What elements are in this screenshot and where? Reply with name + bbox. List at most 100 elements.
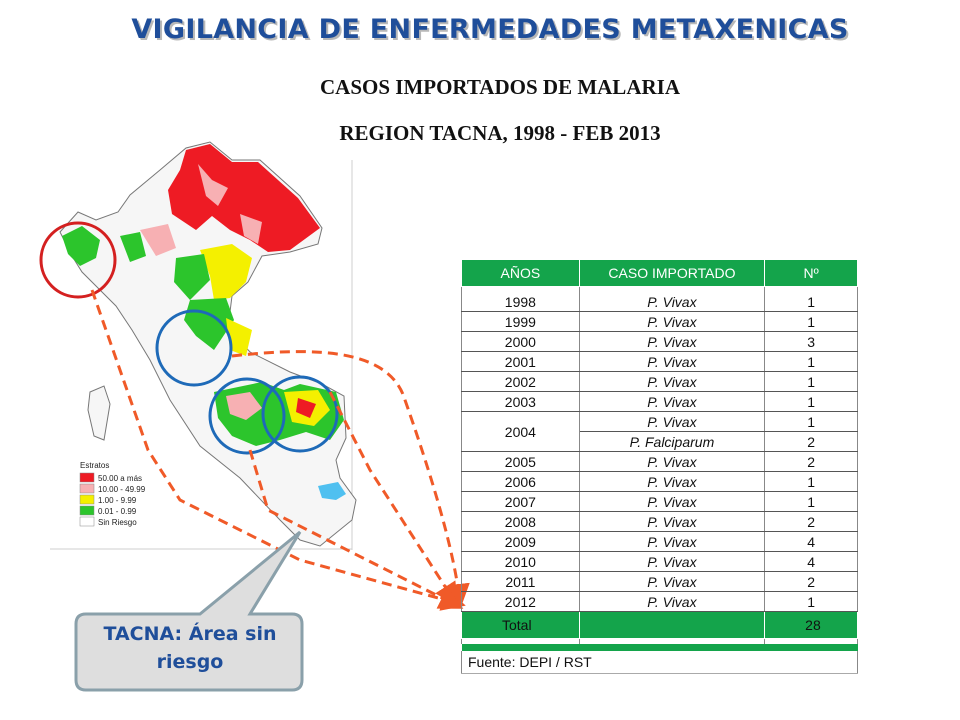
cell-case: P. Vivax	[578, 571, 766, 592]
region-red-north	[168, 144, 320, 252]
total-label: Total	[461, 611, 580, 639]
highlight-circle-center	[155, 309, 233, 387]
cell-case: P. Vivax	[578, 391, 766, 412]
cell-case: P. Vivax	[578, 311, 766, 332]
cell-case: P. Vivax	[578, 331, 766, 352]
table-row: 1999 P. Vivax 1	[461, 311, 858, 332]
cell-count: 1	[764, 491, 858, 512]
table-row: 2004 P. Vivax 1	[461, 411, 858, 452]
cell-count: 1	[764, 591, 858, 612]
region-pink-north	[140, 164, 262, 256]
cell-year: 2000	[461, 331, 580, 352]
cell-count: 1	[764, 411, 858, 432]
cell-case: P. Vivax	[578, 591, 766, 612]
cell-count: 2	[764, 431, 858, 452]
legend-label: 1.00 - 9.99	[98, 496, 137, 505]
cell-case: P. Vivax	[578, 551, 766, 572]
table-row: 2006 P. Vivax 1	[461, 471, 858, 492]
table-row: 2002 P. Vivax 1	[461, 371, 858, 392]
region-red-south	[296, 398, 316, 418]
table-spacer	[461, 286, 858, 292]
cell-year: 2005	[461, 451, 580, 472]
table-row: 2000 P. Vivax 3	[461, 331, 858, 352]
cell-year: 2012	[461, 591, 580, 612]
cell-year: 2004	[461, 411, 580, 452]
highlight-circle-north	[39, 221, 117, 299]
cell-year: 2011	[461, 571, 580, 592]
cell-year: 2002	[461, 371, 580, 392]
table-row: 2008 P. Vivax 2	[461, 511, 858, 532]
lake-titicaca	[318, 482, 346, 500]
table-row: 2001 P. Vivax 1	[461, 351, 858, 372]
arrow-south-west	[248, 449, 464, 609]
legend-label: 10.00 - 49.99	[98, 485, 146, 494]
highlight-circle-south-west	[208, 377, 286, 455]
cell-count: 4	[764, 551, 858, 572]
header-case: CASO IMPORTADO	[578, 259, 766, 287]
legend-title: Estratos	[80, 461, 109, 470]
cell-count: 4	[764, 531, 858, 552]
callout-text: TACNA: Área sin riesgo	[103, 623, 277, 673]
total-value: 28	[764, 611, 858, 639]
table-header-row: AÑOS CASO IMPORTADO Nº	[461, 259, 858, 287]
cell-case: P. Vivax	[578, 451, 766, 472]
table-total-row: Total 28	[461, 611, 858, 639]
arrow-center	[231, 350, 470, 608]
cell-year: 1998	[461, 292, 580, 312]
legend-swatch	[79, 472, 95, 483]
cell-case: P. Vivax	[578, 511, 766, 532]
region-yellow-center	[200, 244, 252, 300]
cell-count: 1	[764, 311, 858, 332]
header-years: AÑOS	[461, 259, 580, 287]
cell-count: 1	[764, 292, 858, 312]
page-title: VIGILANCIA DE ENFERMEDADES METAXENICAS	[131, 14, 849, 45]
cell-year: 2001	[461, 351, 580, 372]
cell-year: 1999	[461, 311, 580, 332]
cell-year: 2009	[461, 531, 580, 552]
table-green-bar	[461, 644, 858, 651]
subtitle-region: REGION TACNA, 1998 - FEB 2013	[339, 121, 661, 145]
cell-year: 2007	[461, 491, 580, 512]
cell-year: 2006	[461, 471, 580, 492]
cell-case: P. Falciparum	[578, 431, 766, 452]
cell-case: P. Vivax	[578, 292, 766, 312]
legend-swatch	[79, 494, 95, 505]
cell-year: 2008	[461, 511, 580, 532]
cell-count: 1	[764, 371, 858, 392]
header-count: Nº	[764, 259, 858, 287]
import-arrows	[90, 289, 470, 611]
cell-count: 1	[764, 351, 858, 372]
callout-bubble	[74, 530, 304, 692]
cell-case: P. Vivax	[578, 371, 766, 392]
cell-case: P. Vivax	[578, 411, 766, 432]
cell-year: 2010	[461, 551, 580, 572]
cell-count: 3	[764, 331, 858, 352]
table-row: P. Falciparum 2	[462, 431, 858, 452]
cell-count: 1	[764, 471, 858, 492]
source-note: Fuente: DEPI / RST	[461, 651, 858, 674]
total-empty	[578, 611, 766, 639]
cases-table: AÑOS CASO IMPORTADO Nº 1998 P. Vivax 1 1999…	[461, 259, 858, 674]
legend-swatch	[79, 483, 95, 494]
cell-case: P. Vivax	[578, 491, 766, 512]
table-spacer	[461, 638, 858, 644]
legend-swatch	[79, 516, 95, 527]
legend-label: Sin Riesgo	[98, 518, 137, 527]
legend-swatch	[79, 505, 95, 516]
region-pink-south	[226, 392, 262, 420]
subtitle-cases: CASOS IMPORTADOS DE MALARIA	[320, 75, 680, 99]
table-source-row: Fuente: DEPI / RST	[461, 651, 858, 674]
table-row: 2009 P. Vivax 4	[461, 531, 858, 552]
cell-case: P. Vivax	[578, 531, 766, 552]
cell-case: P. Vivax	[578, 351, 766, 372]
arrow-north	[90, 289, 466, 611]
cell-case: P. Vivax	[578, 471, 766, 492]
map-legend: 50.00 a más 10.00 - 49.99 1.00 - 9.99 0.01 …	[79, 472, 146, 527]
table-row: 1998 P. Vivax 1	[461, 292, 858, 312]
highlight-circle-south-east	[261, 375, 339, 453]
table-row: 2005 P. Vivax 2	[461, 451, 858, 472]
legend-label: 50.00 a más	[98, 474, 142, 483]
cell-count: 1	[764, 391, 858, 412]
arrow-south-east	[328, 391, 459, 608]
